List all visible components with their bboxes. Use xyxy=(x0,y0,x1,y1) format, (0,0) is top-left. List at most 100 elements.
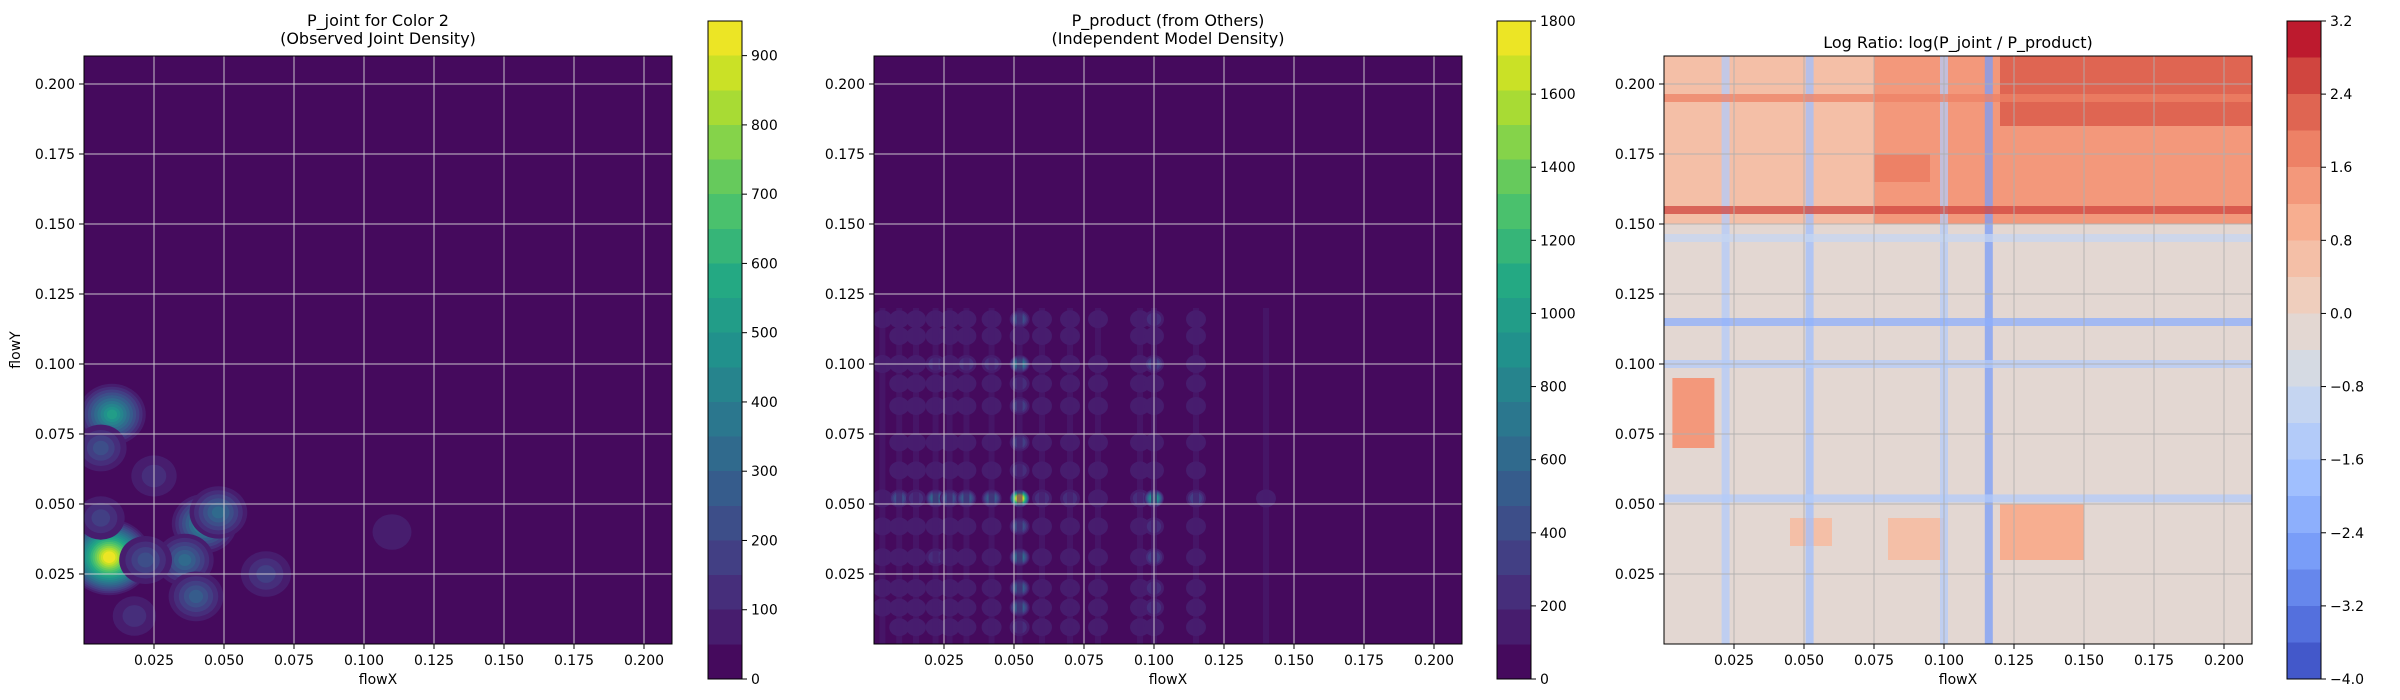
colorbar-tick-label: 800 xyxy=(1540,380,1567,396)
x-tick-label: 0.150 xyxy=(1274,653,1314,669)
axes-frame xyxy=(873,55,1463,645)
contour-level xyxy=(188,589,204,604)
density-streak xyxy=(1016,308,1023,644)
axes-frame xyxy=(83,55,673,645)
density-streak xyxy=(963,308,970,644)
panel-1: 0.025 0.050 0.075 0.100 0.125 0.150 0.175 0.200… xyxy=(8,11,778,688)
contour-level xyxy=(178,554,192,566)
y-tick-label: 0.025 xyxy=(1615,567,1655,583)
axes-frame xyxy=(1663,55,2253,645)
contour-level xyxy=(91,509,111,527)
colorbar-tick-label: 200 xyxy=(751,533,778,549)
y-tick-label: 0.050 xyxy=(1615,497,1655,513)
density-streak xyxy=(1067,308,1073,644)
y-tick-label: 0.100 xyxy=(35,357,75,373)
density-peak xyxy=(168,571,224,622)
contour-level xyxy=(106,409,118,420)
y-tick-label: 0.075 xyxy=(1615,427,1655,443)
grid xyxy=(1664,56,2252,644)
density-streak xyxy=(913,308,919,644)
ratio-region xyxy=(1888,518,1944,560)
chart-title: Log Ratio: log(P_joint / P_product) xyxy=(1823,33,2093,53)
colorbar-tick-label: 1000 xyxy=(1540,306,1576,322)
ratio-stripe-x xyxy=(1984,56,1993,644)
x-tick-label: 0.200 xyxy=(2204,653,2244,669)
x-tick-label: 0.100 xyxy=(1134,653,1174,669)
x-tick-label: 0.075 xyxy=(274,653,314,669)
panel-2: 0.025 0.050 0.075 0.100 0.125 0.150 0.175 0.200… xyxy=(825,11,1576,688)
ratio-region xyxy=(1664,56,1874,224)
x-tick-label: 0.150 xyxy=(484,653,524,669)
x-tick-label: 0.050 xyxy=(204,653,244,669)
y-tick-label: 0.025 xyxy=(35,567,75,583)
density-streak xyxy=(879,308,886,644)
x-tick-label: 0.075 xyxy=(1064,653,1104,669)
density-streak xyxy=(988,308,995,644)
y-tick-label: 0.200 xyxy=(35,77,75,93)
chart-title: P_joint for Color 2(Observed Joint Densi… xyxy=(280,11,476,48)
colorbar-tick-label: −0.8 xyxy=(2330,380,2364,396)
x-axis-label: flowX xyxy=(1939,672,1978,688)
contour-level xyxy=(137,552,154,568)
x-tick-label: 0.025 xyxy=(1714,653,1754,669)
x-tick-label: 0.175 xyxy=(1344,653,1384,669)
y-tick-label: 0.100 xyxy=(1615,357,1655,373)
grid xyxy=(84,56,672,644)
colorbar-tick-label: 300 xyxy=(751,464,778,480)
y-tick-label: 0.200 xyxy=(825,77,865,93)
colorbar-tick-label: 1400 xyxy=(1540,160,1576,176)
density-streak xyxy=(1039,308,1045,644)
density-peak xyxy=(372,514,412,550)
chart-title-line: Log Ratio: log(P_joint / P_product) xyxy=(1823,33,2093,53)
y-tick-label: 0.150 xyxy=(1615,217,1655,233)
grid xyxy=(874,56,1462,644)
colorbar-tick-label: 1200 xyxy=(1540,233,1576,249)
colorbar: 0 200 400 600 800 1000 1200 1400 1600 1800 xyxy=(1496,14,1576,688)
y-tick-label: 0.125 xyxy=(825,287,865,303)
density-streak xyxy=(1095,308,1101,644)
ratio-region xyxy=(2000,504,2084,560)
colorbar-tick-label: 3.2 xyxy=(2330,14,2352,30)
x-tick-label: 0.125 xyxy=(1204,653,1244,669)
colorbar-tick-label: 100 xyxy=(751,603,778,619)
chart-title-line: P_joint for Color 2 xyxy=(307,11,449,31)
x-tick-label: 0.175 xyxy=(554,653,594,669)
contour-level xyxy=(122,605,147,627)
panel-3: 0.025 0.050 0.075 0.100 0.125 0.150 0.175 0.200… xyxy=(1615,14,2364,688)
chart-title-line: (Independent Model Density) xyxy=(1052,29,1285,48)
density-peak xyxy=(84,496,125,540)
x-tick-label: 0.100 xyxy=(1924,653,1964,669)
plot-area xyxy=(84,56,672,644)
density-peak xyxy=(155,533,214,587)
density-streak xyxy=(1263,308,1269,644)
x-tick-label: 0.125 xyxy=(1994,653,2034,669)
x-tick-label: 0.200 xyxy=(1414,653,1454,669)
x-axis-label: flowX xyxy=(1149,672,1188,688)
contour-level xyxy=(211,506,225,519)
colorbar-tick-label: 400 xyxy=(1540,526,1567,542)
x-tick-label: 0.025 xyxy=(134,653,174,669)
density-peak xyxy=(189,486,248,539)
plot-area xyxy=(874,56,1462,644)
y-tick-label: 0.050 xyxy=(825,497,865,513)
colorbar: 0 100 200 300 400 500 600 700 800 900 xyxy=(707,20,778,688)
colorbar-tick-label: 1.6 xyxy=(2330,160,2352,176)
colorbar-tick-label: −2.4 xyxy=(2330,526,2364,542)
chart-title-line: (Observed Joint Density) xyxy=(280,29,476,48)
contour-level xyxy=(372,514,412,550)
y-axis-label: flowY xyxy=(8,331,24,369)
ratio-region xyxy=(2000,56,2252,126)
contour-level xyxy=(92,440,109,456)
colorbar-tick-label: 600 xyxy=(1540,453,1567,469)
y-tick-label: 0.175 xyxy=(35,147,75,163)
x-tick-label: 0.150 xyxy=(2064,653,2104,669)
colorbar-tick-label: 0 xyxy=(751,672,760,688)
density-streak xyxy=(896,308,903,644)
y-tick-label: 0.150 xyxy=(35,217,75,233)
x-axis-label: flowX xyxy=(359,672,398,688)
density-peak xyxy=(84,424,127,472)
y-tick-label: 0.025 xyxy=(825,567,865,583)
colorbar-tick-label: 900 xyxy=(751,49,778,65)
y-tick-label: 0.100 xyxy=(825,357,865,373)
colorbar-tick-label: −4.0 xyxy=(2330,672,2364,688)
